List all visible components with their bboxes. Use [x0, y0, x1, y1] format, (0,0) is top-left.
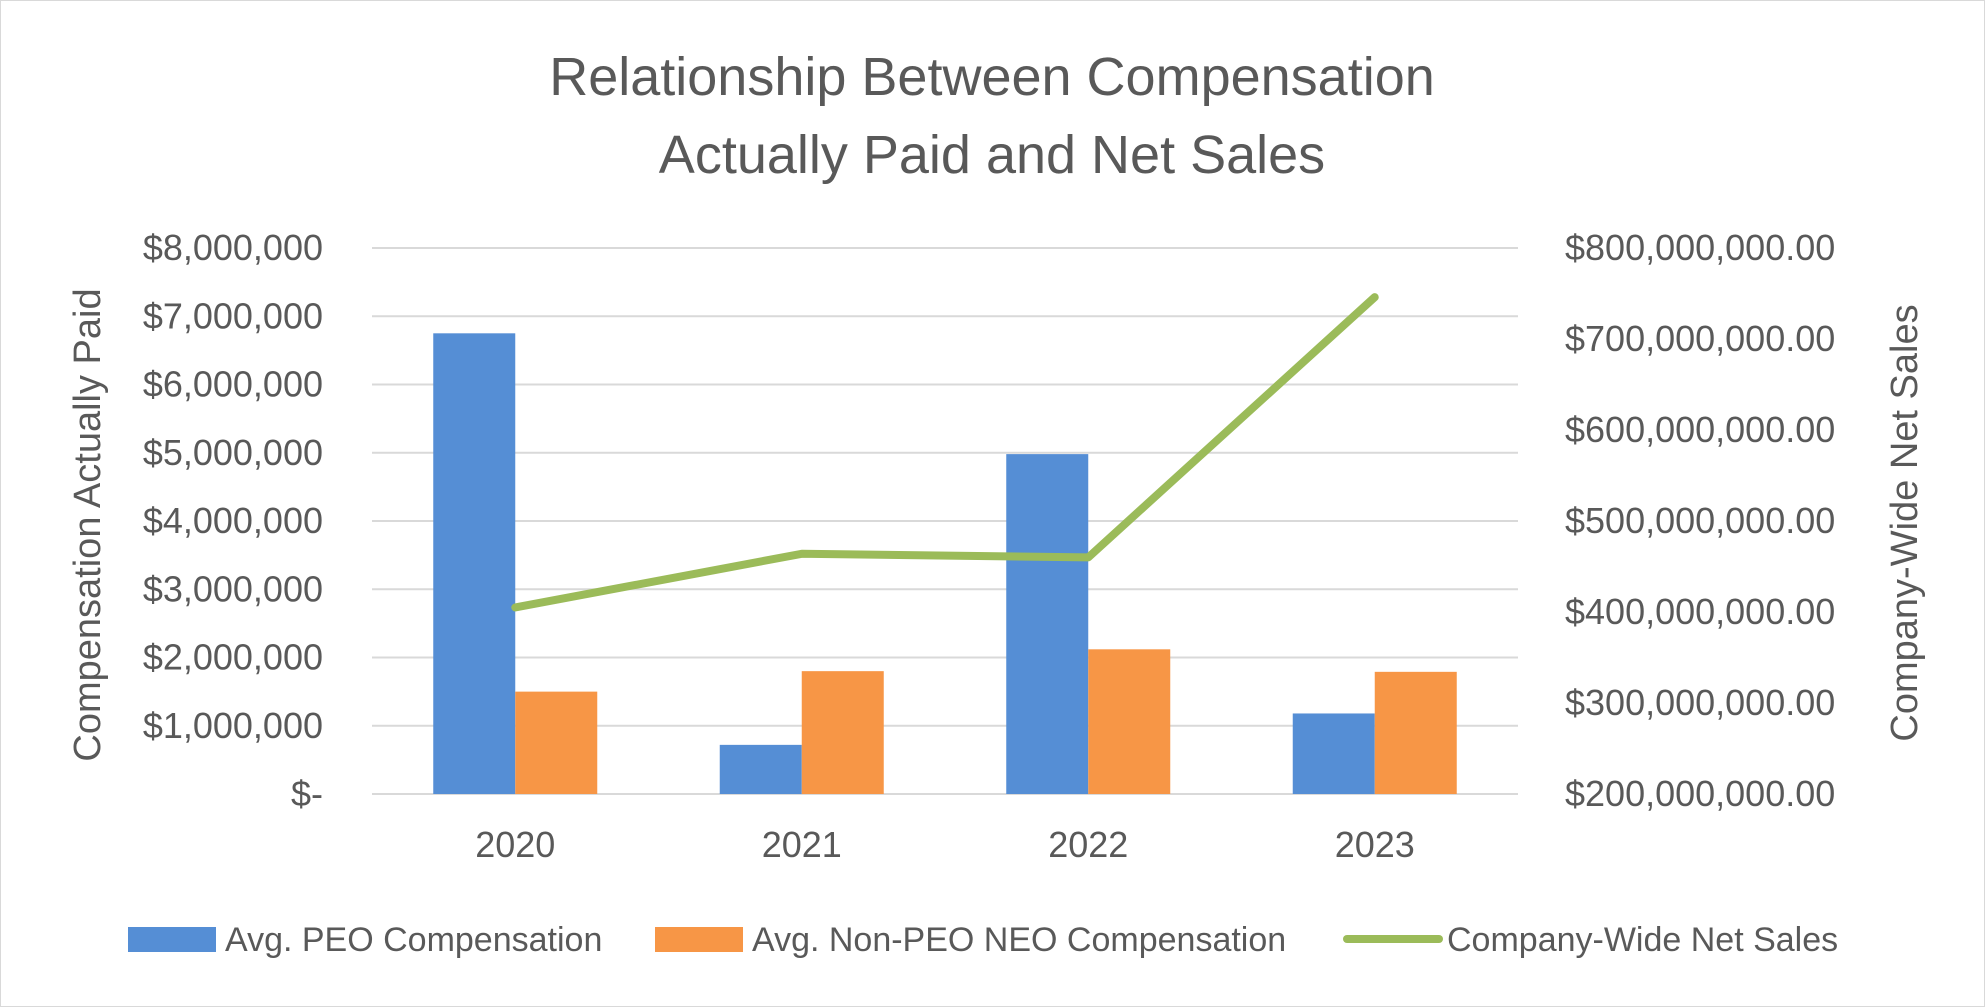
right-tick-label: $300,000,000.00	[1565, 682, 1835, 723]
chart-title-line-2: Actually Paid and Net Sales	[659, 125, 1325, 185]
x-tick-label: 2022	[1048, 824, 1128, 865]
left-tick-label: $-	[291, 773, 323, 814]
legend-swatch	[128, 927, 216, 952]
legend-swatch	[655, 927, 743, 952]
legend-label: Company-Wide Net Sales	[1447, 921, 1838, 959]
x-tick-label: 2021	[762, 824, 842, 865]
legend-label: Avg. Non-PEO NEO Compensation	[752, 921, 1286, 959]
left-tick-label: $7,000,000	[143, 295, 323, 336]
left-axis-ticks: $- $1,000,000 $2,000,000 $3,000,000 $4,000,0…	[143, 227, 323, 814]
left-tick-label: $6,000,000	[143, 364, 323, 405]
right-tick-label: $800,000,000.00	[1565, 227, 1835, 268]
left-tick-label: $5,000,000	[143, 432, 323, 473]
line-series	[511, 293, 1379, 612]
bar-series	[433, 333, 1457, 794]
right-tick-label: $200,000,000.00	[1565, 773, 1835, 814]
left-tick-label: $3,000,000	[143, 568, 323, 609]
x-tick-label: 2020	[475, 824, 555, 865]
net-sales-line	[511, 293, 1379, 612]
right-tick-label: $400,000,000.00	[1565, 591, 1835, 632]
left-tick-label: $4,000,000	[143, 500, 323, 541]
left-tick-label: $8,000,000	[143, 227, 323, 268]
left-tick-label: $2,000,000	[143, 637, 323, 678]
chart-title-line-1: Relationship Between Compensation	[549, 47, 1435, 107]
x-tick-label: 2023	[1335, 824, 1415, 865]
non-peo-neo-compensation-bar	[1088, 649, 1171, 794]
left-axis-title: Compensation Actually Paid	[67, 288, 109, 761]
peo-compensation-bar	[719, 744, 802, 794]
non-peo-neo-compensation-bar	[1374, 671, 1457, 794]
peo-compensation-bar	[1006, 454, 1089, 794]
x-axis-ticks: 2020 2021 2022 2023	[475, 824, 1415, 865]
legend: Avg. PEO Compensation Avg. Non-PEO NEO Co…	[128, 921, 1838, 959]
peo-compensation-bar	[1292, 713, 1375, 794]
non-peo-neo-compensation-bar	[515, 691, 598, 794]
right-axis-title: Company-Wide Net Sales	[1884, 304, 1926, 741]
non-peo-neo-compensation-bar	[801, 671, 884, 794]
right-axis-ticks: $200,000,000.00 $300,000,000.00 $400,000,0…	[1565, 227, 1835, 814]
peo-compensation-bar	[433, 333, 516, 794]
legend-label: Avg. PEO Compensation	[225, 921, 602, 959]
right-tick-label: $500,000,000.00	[1565, 500, 1835, 541]
left-tick-label: $1,000,000	[143, 705, 323, 746]
right-tick-label: $600,000,000.00	[1565, 409, 1835, 450]
right-tick-label: $700,000,000.00	[1565, 318, 1835, 359]
